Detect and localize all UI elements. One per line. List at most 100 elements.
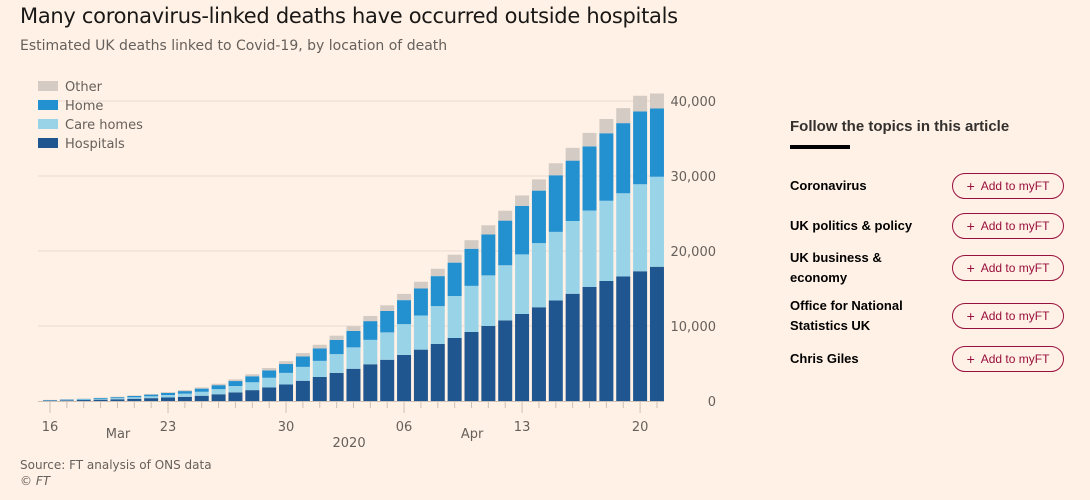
bar-segment-home xyxy=(194,388,209,392)
bar-segment-other xyxy=(346,326,361,331)
bar-segment-other xyxy=(481,225,496,235)
bar-stack xyxy=(76,398,91,401)
bar-stack xyxy=(633,95,648,401)
bar-segment-home xyxy=(599,133,614,201)
bar-segment-hospitals xyxy=(279,384,294,401)
topic-label[interactable]: Chris Giles xyxy=(790,351,859,366)
topic-label[interactable]: Office for National Statistics UK xyxy=(790,298,903,333)
bar-segment-home xyxy=(144,394,159,397)
bar-segment-care-homes xyxy=(346,347,361,369)
topic-label[interactable]: UK politics & policy xyxy=(790,218,913,233)
x-tick-label: 20 xyxy=(632,420,649,435)
bar-segment-hospitals xyxy=(649,266,664,401)
bar-segment-care-homes xyxy=(481,275,496,326)
bar-segment-other xyxy=(363,315,378,322)
bar-segment-care-homes xyxy=(161,395,176,398)
bar-segment-other xyxy=(599,119,614,134)
add-to-myft-button[interactable]: + Add to myFT xyxy=(952,346,1064,372)
bar-segment-hospitals xyxy=(380,359,395,401)
bar-segment-home xyxy=(515,206,530,255)
add-to-myft-button[interactable]: + Add to myFT xyxy=(952,213,1064,239)
bar-segment-hospitals xyxy=(161,397,176,401)
bar-segment-home xyxy=(565,160,580,221)
bar-segment-care-homes xyxy=(397,324,412,355)
x-tick-label: 16 xyxy=(42,420,59,435)
bar-segment-care-homes xyxy=(582,210,597,287)
bar-segment-other xyxy=(329,335,344,340)
bar-segment-care-homes xyxy=(127,397,142,399)
bar-stack xyxy=(649,93,664,401)
bar-stack xyxy=(413,281,428,401)
legend-swatch xyxy=(38,119,58,129)
bar-segment-hospitals xyxy=(464,332,479,401)
plus-icon: + xyxy=(966,218,975,234)
bar-segment-home xyxy=(262,370,277,378)
bar-segment-care-homes xyxy=(599,200,614,281)
bar-segment-other xyxy=(633,95,648,112)
legend-item: Other xyxy=(38,80,103,95)
bar-segment-hospitals xyxy=(633,271,648,401)
bar-stack xyxy=(447,254,462,401)
add-to-myft-button[interactable]: + Add to myFT xyxy=(952,303,1064,329)
bar-segment-home xyxy=(127,395,142,398)
bar-segment-home xyxy=(531,190,546,244)
bar-segment-other xyxy=(312,344,327,349)
bar-segment-other xyxy=(380,305,395,311)
bar-segment-hospitals xyxy=(329,372,344,401)
plus-icon: + xyxy=(966,260,975,276)
bar-stack xyxy=(498,210,513,401)
bar-segment-home xyxy=(245,376,260,383)
bar-segment-hospitals xyxy=(346,368,361,401)
topic-label[interactable]: Coronavirus xyxy=(790,178,867,193)
bar-stack xyxy=(565,147,580,401)
bar-segment-care-homes xyxy=(279,372,294,385)
plus-icon: + xyxy=(966,178,975,194)
bar-segment-hospitals xyxy=(481,326,496,401)
add-to-myft-button[interactable]: + Add to myFT xyxy=(952,255,1064,281)
bar-segment-home xyxy=(346,330,361,348)
bar-segment-home xyxy=(616,123,631,194)
bar-segment-care-homes xyxy=(515,254,530,314)
stacked-bar-chart: 0 10,000 20,000 30,000 40,000 16 23 30 06 13 20 Mar… xyxy=(38,80,716,451)
bar-segment-hospitals xyxy=(211,394,226,401)
bar-segment-home xyxy=(464,248,479,286)
bar-stack xyxy=(312,344,327,401)
bar-stack xyxy=(481,225,496,401)
bar-segment-home xyxy=(93,398,108,399)
bar-stack xyxy=(295,353,310,401)
bar-segment-care-homes xyxy=(312,360,327,377)
bar-stack xyxy=(346,326,361,401)
bar-segment-other xyxy=(279,361,294,365)
bar-stack xyxy=(329,335,344,401)
bar-segment-other xyxy=(295,353,310,357)
bar-segment-hospitals xyxy=(498,320,513,401)
bar-segment-other xyxy=(447,254,462,263)
add-to-myft-button[interactable]: + Add to myFT xyxy=(952,173,1064,199)
bar-segment-care-homes xyxy=(76,399,91,401)
bar-segment-home xyxy=(481,234,496,276)
x-tick-label: 06 xyxy=(396,420,413,435)
bar-segment-other xyxy=(262,368,277,371)
bar-segment-other xyxy=(548,163,563,176)
bar-segment-other xyxy=(144,393,159,395)
bar-segment-other xyxy=(515,195,530,206)
bar-segment-care-homes xyxy=(498,265,513,321)
bar-stack xyxy=(616,108,631,401)
bar-stack xyxy=(515,195,530,401)
bar-segment-home xyxy=(329,339,344,355)
bar-segment-care-homes xyxy=(211,389,226,395)
bar-segment-home xyxy=(430,276,445,307)
y-tick-label: 0 xyxy=(708,395,716,410)
bar-segment-hospitals xyxy=(515,314,530,401)
bar-segment-other xyxy=(177,390,192,392)
bar-segment-hospitals xyxy=(447,338,462,401)
bar-segment-hospitals xyxy=(177,396,192,401)
bar-segment-hospitals xyxy=(144,398,159,401)
bar-segment-other xyxy=(127,395,142,396)
bar-stack xyxy=(262,368,277,401)
bar-segment-care-homes xyxy=(565,221,580,294)
legend-swatch xyxy=(38,100,58,110)
bar-stack xyxy=(127,395,142,401)
bar-segment-care-homes xyxy=(531,243,546,308)
topic-label[interactable]: UK business & economy xyxy=(790,250,882,285)
